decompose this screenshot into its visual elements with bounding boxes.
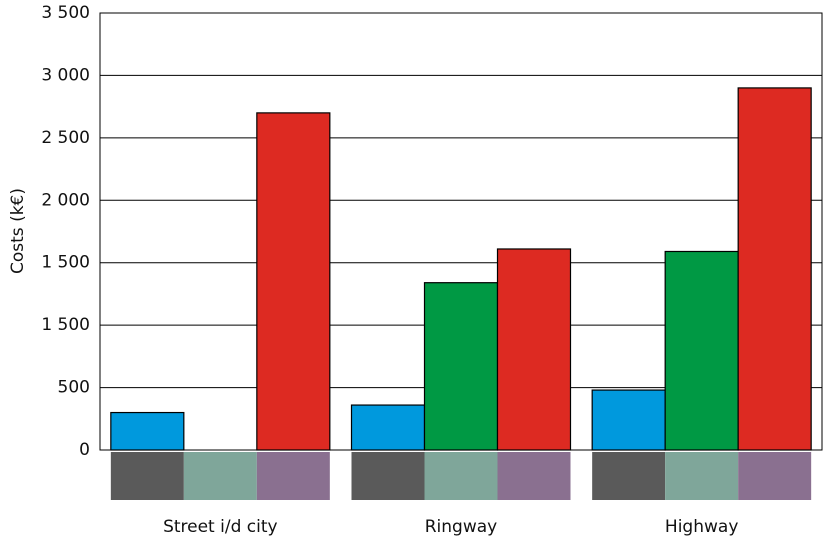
bar xyxy=(256,112,331,451)
photo xyxy=(256,452,330,500)
photo xyxy=(351,452,425,500)
y-tick-label: 2 000 xyxy=(41,190,90,210)
y-tick-label: 1 500 xyxy=(41,253,90,273)
y-axis-label: Costs (k€) xyxy=(8,188,28,274)
bar xyxy=(423,282,499,451)
bar xyxy=(350,404,426,451)
bar xyxy=(591,389,666,451)
y-tick-label: 1 500 xyxy=(41,315,90,335)
photo xyxy=(424,452,498,500)
x-tick-label: Ringway xyxy=(425,517,497,537)
bar xyxy=(496,248,572,451)
y-tick-label: 0 xyxy=(79,440,90,460)
photo xyxy=(497,452,571,500)
x-tick-label: Street i/d city xyxy=(163,517,278,537)
y-tick-label: 500 xyxy=(58,378,90,398)
photo xyxy=(110,452,184,500)
bar xyxy=(737,87,812,451)
photo xyxy=(738,452,812,500)
photo xyxy=(592,452,666,500)
x-tick-label: Highway xyxy=(665,517,738,537)
photo xyxy=(183,452,257,500)
bar xyxy=(664,250,739,451)
photo xyxy=(665,452,739,500)
y-tick-label: 3 500 xyxy=(41,3,90,23)
y-tick-label: 3 000 xyxy=(41,65,90,85)
y-tick-label: 2 500 xyxy=(41,128,90,148)
bar xyxy=(110,411,185,451)
